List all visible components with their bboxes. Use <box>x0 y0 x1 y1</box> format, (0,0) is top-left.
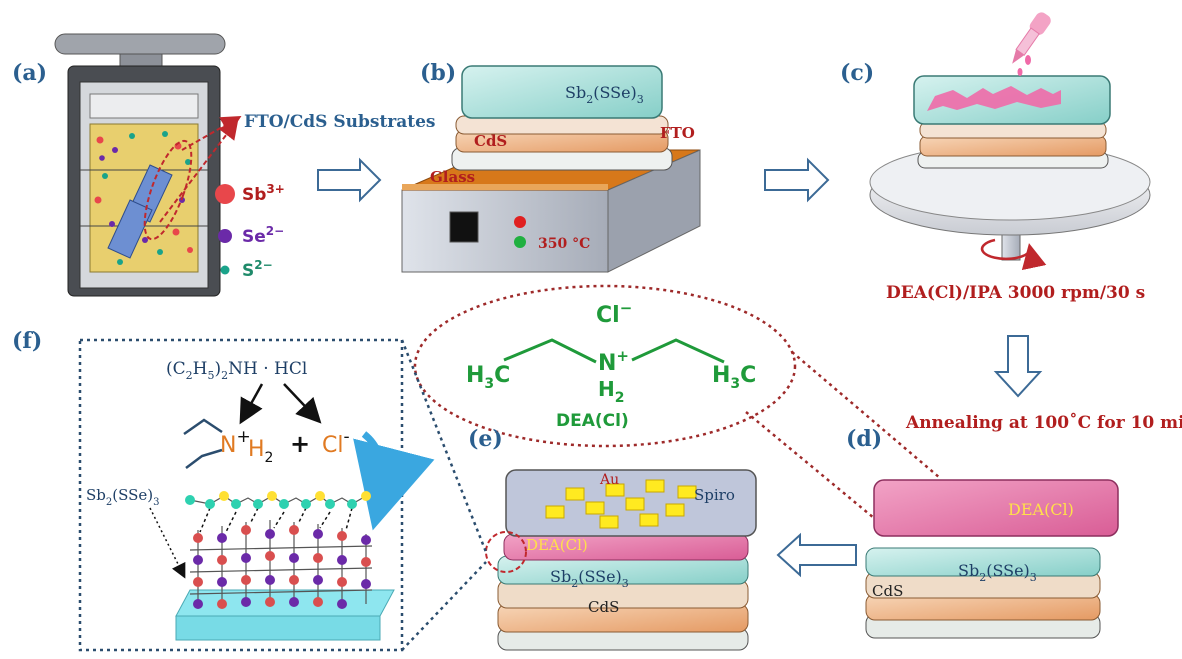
film-pointer <box>149 507 186 579</box>
arrow-a-to-b <box>317 157 382 203</box>
molecule-name: DEA(Cl) <box>556 411 629 431</box>
panel-c: (c) DEA(Cl)/IPA 3000 rpm/30 s <box>840 12 1151 303</box>
drop-2 <box>1017 68 1023 76</box>
panel-label-d: (d) <box>846 426 882 452</box>
cds-label-e: CdS <box>588 598 619 616</box>
rotation-arrow <box>980 238 1047 271</box>
ethyl-stub-bottom <box>185 448 223 469</box>
plus-sign: + <box>290 430 310 458</box>
sb-ion-marker <box>215 184 235 204</box>
autoclave <box>54 33 226 297</box>
ethyl-bond-right <box>631 338 725 364</box>
crystal-surface <box>175 491 395 641</box>
sb-ion-label: Sb3+ <box>242 182 285 205</box>
annealing-caption: Annealing at 100˚C for 10 min <box>905 412 1182 433</box>
sb2sse3-label-d: Sb2(SSe)3 <box>958 561 1037 584</box>
chloride-anion: Cl− <box>596 299 632 328</box>
drop-1 <box>1025 55 1031 65</box>
ion-legend: Sb3+ Se2− S2− <box>215 182 285 281</box>
ethyl-stub-top <box>183 418 223 436</box>
panel-label-f: (f) <box>12 328 42 354</box>
ethyl-bond-left <box>503 338 597 364</box>
solution-particles <box>94 131 193 265</box>
panel-label-e: (e) <box>468 426 503 452</box>
panel-e: (e) Au Spiro DEA(Cl) Sb2(SSe)3 CdS <box>468 426 757 651</box>
panel-d: (d) DEA(Cl) Sb2(SSe)3 CdS <box>846 426 1119 639</box>
dea-chain <box>185 491 371 509</box>
sb2sse3-label-f: Sb2(SSe)3 <box>86 486 160 508</box>
spin-caption: DEA(Cl)/IPA 3000 rpm/30 s <box>886 283 1145 303</box>
adsorption-arrow <box>353 431 435 531</box>
interface-highlight <box>485 531 527 573</box>
panel-label-b: (b) <box>420 60 456 86</box>
dea-label-d: DEA(Cl) <box>1008 500 1074 519</box>
arrow-c-to-d <box>993 335 1043 398</box>
arrow-d-to-e <box>776 532 857 578</box>
methyl-left: H3C <box>466 363 510 392</box>
panel-f: (f) (C2H5)2NH · HCl N+ H2 + Cl- Sb2(SSe)… <box>12 328 488 652</box>
power-led-green <box>514 236 526 248</box>
glass-label-b: Glass <box>430 168 475 186</box>
molecule-ellipse <box>413 284 797 448</box>
split-arrow-right <box>283 383 322 424</box>
panel-label-c: (c) <box>840 60 874 86</box>
split-arrow-left <box>239 383 264 425</box>
zoom-line-top <box>400 339 488 553</box>
fto-label-b: FTO <box>660 124 695 142</box>
ammonium-n: N+ <box>220 427 251 458</box>
callout-line-e <box>745 411 887 529</box>
gold-electrodes <box>545 479 697 529</box>
temperature-label: 350 °C <box>538 236 590 252</box>
chloride-f: Cl- <box>322 427 350 458</box>
spiro-label: Spiro <box>694 486 735 504</box>
au-label: Au <box>599 472 619 488</box>
ammonium-h2: H2 <box>248 437 273 466</box>
panel-a: (a) FTO/CdS S <box>12 33 436 297</box>
power-led-red <box>514 216 526 228</box>
sb2sse3-label-b: Sb2(SSe)3 <box>565 83 644 106</box>
nh2-hydrogens: H2 <box>598 377 625 406</box>
cds-label-b: CdS <box>474 132 507 150</box>
zoom-line-bottom <box>401 561 487 651</box>
nitrogen-center: N+ <box>598 347 629 376</box>
dea-label-e: DEA(Cl) <box>526 536 588 554</box>
layer-stack-c <box>913 75 1111 169</box>
panel-b: (b) 350 °C Sb2(SSe)3 CdS FTO Glass <box>401 60 701 273</box>
panel-label-a: (a) <box>12 60 47 86</box>
molecule-callout: Cl− N+ H2 H3C H3C DEA(Cl) <box>413 284 941 529</box>
substrate-2 <box>107 199 153 259</box>
arrow-b-to-c <box>764 157 830 203</box>
substrate-label: FTO/CdS Substrates <box>244 112 436 132</box>
se-ion-label: Se2− <box>242 224 284 247</box>
se-ion-marker <box>218 229 232 243</box>
s-ion-marker <box>220 265 230 275</box>
dropper-icon <box>1012 12 1051 64</box>
methyl-right: H3C <box>712 363 756 392</box>
sb2sse3-label-e: Sb2(SSe)3 <box>550 567 629 590</box>
layer-stack-b <box>451 65 673 171</box>
s-ion-label: S2− <box>242 258 273 281</box>
cds-label-d: CdS <box>872 582 903 600</box>
precursor-drops <box>927 86 1061 111</box>
dea-formula: (C2H5)2NH · HCl <box>166 359 307 382</box>
callout-line-d <box>791 351 941 479</box>
